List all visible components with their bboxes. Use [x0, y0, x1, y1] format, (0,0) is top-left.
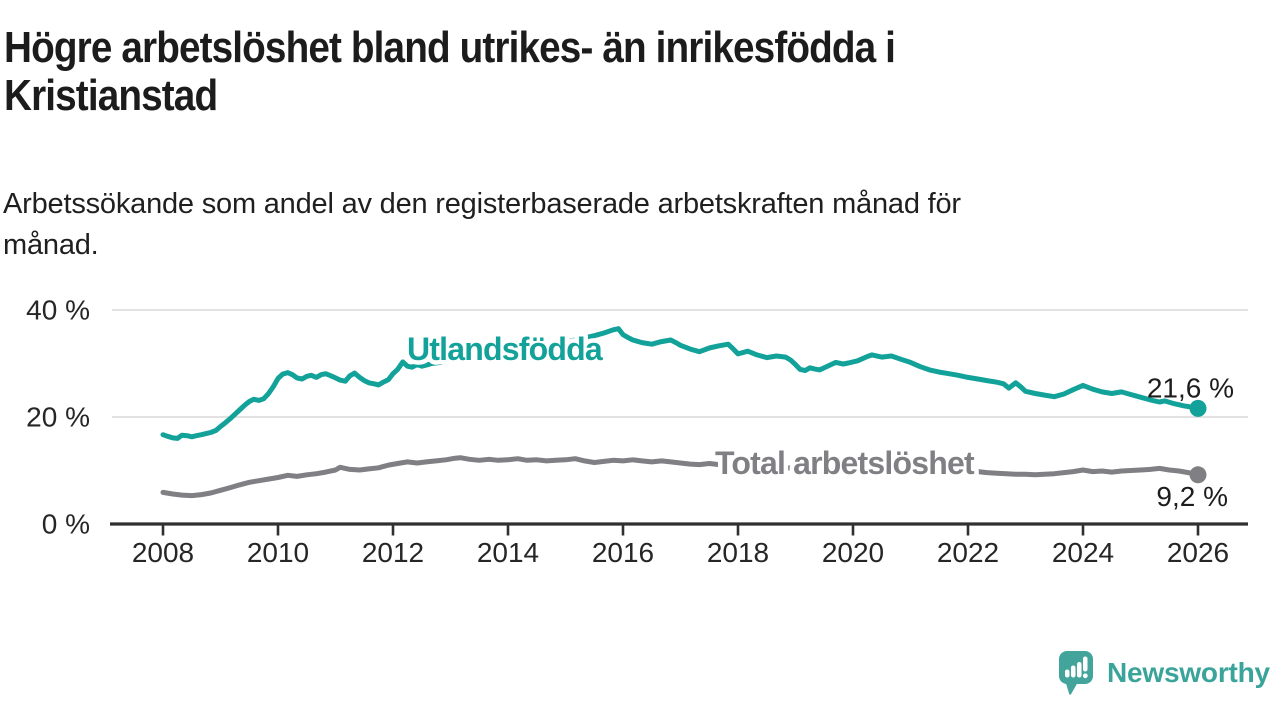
x-tick-label-2020: 2020 [822, 537, 884, 568]
x-tick-label-2016: 2016 [592, 537, 654, 568]
page-title-line-2: Kristianstad [4, 71, 218, 120]
series-line-utlandsfodda [160, 326, 1201, 441]
series-labels: Utlandsfödda 21,6 % Total arbetslöshet 9,2 … [403, 327, 1235, 512]
y-tick-label-20: 20 % [26, 402, 90, 433]
x-tick-label-2008: 2008 [132, 537, 194, 568]
x-tick-label-2010: 2010 [247, 537, 309, 568]
y-axis-labels: 0 % 20 % 40 % [26, 295, 90, 540]
series-label-utlandsfodda: Utlandsfödda [407, 331, 603, 367]
page-title: Högre arbetslöshet bland utrikes- än inr… [4, 23, 896, 120]
series-line-total [160, 455, 1201, 499]
series-label-total: Total arbetslöshet [715, 445, 975, 481]
page-subtitle-line-2: månad. [3, 229, 99, 261]
x-axis [110, 522, 1248, 536]
end-dot-utlandsfodda [1189, 399, 1207, 417]
x-axis-labels: 2008 2010 2012 2014 2016 2018 2020 2022 2024 2026 [132, 537, 1229, 568]
end-value-label-utlandsfodda: 21,6 % [1147, 372, 1234, 403]
x-tick-label-2026: 2026 [1167, 537, 1229, 568]
page-subtitle: Arbetssökande som andel av den registerb… [3, 184, 961, 266]
newsworthy-logo-icon [1059, 651, 1093, 695]
brand-name: Newsworthy [1107, 657, 1270, 688]
end-value-label-total: 9,2 % [1156, 481, 1228, 512]
brand-logo-link[interactable]: Newsworthy [1059, 650, 1270, 696]
x-tick-label-2022: 2022 [937, 537, 999, 568]
x-tick-label-2012: 2012 [362, 537, 424, 568]
y-tick-label-0: 0 % [42, 509, 90, 540]
x-tick-label-2014: 2014 [477, 537, 539, 568]
y-tick-label-40: 40 % [26, 295, 90, 326]
page-subtitle-line-1: Arbetssökande som andel av den registerb… [3, 188, 961, 220]
gridlines [112, 309, 1248, 418]
end-dot-total [1189, 466, 1207, 484]
page-title-line-1: Högre arbetslöshet bland utrikes- än inr… [4, 23, 896, 72]
x-tick-label-2018: 2018 [707, 537, 769, 568]
series-end-dots [1189, 399, 1207, 484]
series-lines [160, 326, 1201, 499]
x-tick-label-2024: 2024 [1052, 537, 1114, 568]
